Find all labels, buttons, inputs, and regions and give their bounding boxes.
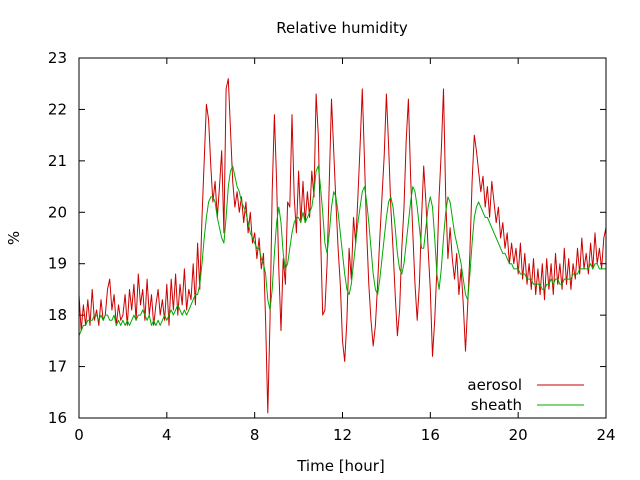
x-tick-label: 12	[333, 426, 352, 444]
y-tick-label: 18	[48, 306, 67, 324]
y-tick-label: 23	[48, 49, 67, 67]
y-tick-label: 20	[48, 203, 67, 221]
x-tick-label: 0	[74, 426, 84, 444]
y-axis-label: %	[5, 231, 23, 245]
series-line-sheath	[78, 165, 606, 336]
y-tick-label: 19	[48, 255, 67, 273]
x-axis-label: Time [hour]	[296, 457, 385, 475]
axis-ticks: 0 4 8 12 16 20 24 16 17 18 19 20 21 22 23	[48, 49, 616, 444]
y-tick-label: 22	[48, 100, 67, 118]
series-lines	[78, 78, 607, 414]
x-tick-label: 8	[250, 426, 260, 444]
series-line-aerosol	[78, 78, 607, 414]
y-tick-label: 16	[48, 409, 67, 427]
x-tick-label: 20	[509, 426, 528, 444]
legend: aerosol sheath	[467, 376, 584, 414]
y-tick-label: 17	[48, 358, 67, 376]
x-tick-label: 16	[421, 426, 440, 444]
x-tick-label: 4	[162, 426, 172, 444]
chart-title: Relative humidity	[276, 19, 408, 37]
legend-label-aerosol: aerosol	[467, 376, 522, 394]
legend-label-sheath: sheath	[471, 396, 522, 414]
x-tick-label: 24	[596, 426, 615, 444]
y-tick-label: 21	[48, 152, 67, 170]
plot-frame	[78, 57, 607, 419]
